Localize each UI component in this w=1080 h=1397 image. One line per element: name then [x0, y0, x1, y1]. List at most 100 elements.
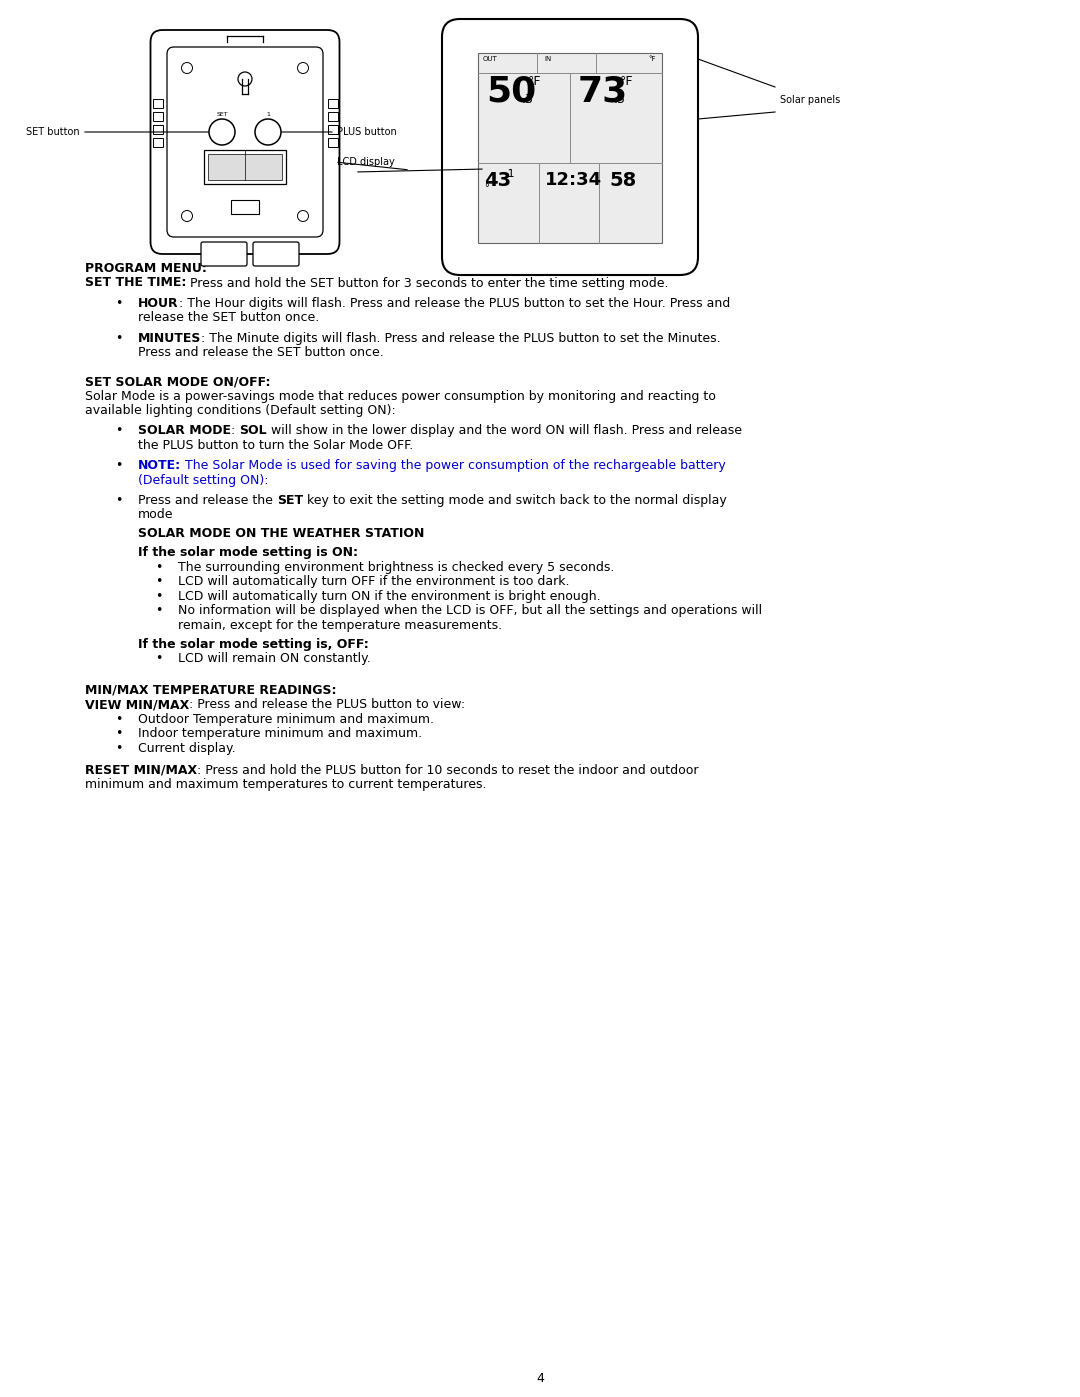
Bar [327, 124, 338, 134]
Text: .3: .3 [522, 94, 534, 106]
Text: :: : [231, 425, 240, 437]
Text: SET: SET [216, 112, 228, 116]
Text: minimum and maximum temperatures to current temperatures.: minimum and maximum temperatures to curr… [85, 778, 486, 791]
FancyBboxPatch shape [150, 29, 339, 254]
Text: No information will be displayed when the LCD is OFF, but all the settings and o: No information will be displayed when th… [178, 604, 762, 617]
Text: •: • [156, 652, 162, 665]
Text: 43: 43 [484, 170, 511, 190]
Text: Current display.: Current display. [138, 742, 235, 754]
Text: release the SET button once.: release the SET button once. [138, 312, 320, 324]
FancyBboxPatch shape [253, 242, 299, 265]
Text: °F: °F [620, 75, 634, 88]
Text: LCD will remain ON constantly.: LCD will remain ON constantly. [178, 652, 370, 665]
Text: key to exit the setting mode and switch back to the normal display: key to exit the setting mode and switch … [303, 495, 727, 507]
Text: SOL: SOL [240, 425, 267, 437]
Text: LCD will automatically turn ON if the environment is bright enough.: LCD will automatically turn ON if the en… [178, 590, 600, 602]
Text: PLUS button: PLUS button [337, 127, 396, 137]
Text: •: • [114, 331, 122, 345]
Bar [231, 200, 259, 214]
Text: •: • [156, 590, 162, 602]
Circle shape [297, 63, 309, 74]
Text: SET button: SET button [26, 127, 80, 137]
Text: .1: .1 [505, 169, 515, 179]
Text: 58: 58 [609, 170, 637, 190]
Text: 1: 1 [266, 112, 270, 116]
Text: °F: °F [528, 75, 541, 88]
Text: mode: mode [138, 509, 174, 521]
FancyBboxPatch shape [442, 20, 698, 275]
Bar [204, 149, 286, 184]
Text: •: • [114, 460, 122, 472]
Text: •: • [156, 560, 162, 574]
Text: HOUR: HOUR [138, 296, 178, 310]
Text: : The Minute digits will flash. Press and release the PLUS button to set the Min: : The Minute digits will flash. Press an… [201, 331, 721, 345]
Text: 4: 4 [536, 1372, 544, 1384]
Text: •: • [114, 425, 122, 437]
Circle shape [238, 73, 252, 87]
Bar [478, 53, 662, 243]
Text: •: • [114, 495, 122, 507]
Text: If the solar mode setting is ON:: If the solar mode setting is ON: [138, 546, 357, 559]
Bar [152, 124, 162, 134]
Text: 50: 50 [486, 75, 537, 109]
Text: Indoor temperature minimum and maximum.: Indoor temperature minimum and maximum. [138, 728, 422, 740]
Text: OUT: OUT [483, 56, 498, 61]
Text: •: • [114, 712, 122, 726]
Text: •: • [114, 742, 122, 754]
Text: : Press and release the PLUS button to view:: : Press and release the PLUS button to v… [189, 698, 465, 711]
Text: LCD display: LCD display [337, 156, 395, 168]
Text: : The Hour digits will flash. Press and release the PLUS button to set the Hour.: : The Hour digits will flash. Press and … [178, 296, 730, 310]
Text: : Press and hold the PLUS button for 10 seconds to reset the indoor and outdoor: : Press and hold the PLUS button for 10 … [198, 764, 699, 777]
Text: Press and release the SET button once.: Press and release the SET button once. [138, 346, 383, 359]
Text: Press and release the: Press and release the [138, 495, 276, 507]
Text: 73: 73 [578, 75, 629, 109]
Text: IN: IN [544, 56, 552, 61]
Text: •: • [156, 604, 162, 617]
Text: Solar Mode is a power-savings mode that reduces power consumption by monitoring : Solar Mode is a power-savings mode that … [85, 390, 716, 402]
Text: MIN/MAX TEMPERATURE READINGS:: MIN/MAX TEMPERATURE READINGS: [85, 685, 337, 697]
Text: •: • [156, 576, 162, 588]
Text: 12:34: 12:34 [544, 170, 602, 189]
Text: (Default setting ON):: (Default setting ON): [138, 474, 269, 486]
Bar [327, 112, 338, 122]
Bar [152, 99, 162, 108]
Text: LCD will automatically turn OFF if the environment is too dark.: LCD will automatically turn OFF if the e… [178, 576, 569, 588]
Circle shape [210, 119, 235, 145]
Circle shape [181, 63, 192, 74]
Text: SET: SET [276, 495, 303, 507]
Circle shape [255, 119, 281, 145]
FancyBboxPatch shape [201, 242, 247, 265]
Text: Outdoor Temperature minimum and maximum.: Outdoor Temperature minimum and maximum. [138, 712, 434, 726]
Text: Press and hold the SET button for 3 seconds to enter the time setting mode.: Press and hold the SET button for 3 seco… [187, 277, 669, 289]
Bar [327, 138, 338, 147]
Circle shape [297, 211, 309, 222]
Text: •: • [114, 296, 122, 310]
Text: the PLUS button to turn the Solar Mode OFF.: the PLUS button to turn the Solar Mode O… [138, 439, 414, 451]
Bar [208, 154, 282, 180]
Text: •: • [114, 728, 122, 740]
Bar [152, 112, 162, 122]
Text: MINUTES: MINUTES [138, 331, 201, 345]
Bar [327, 99, 338, 108]
Text: The Solar Mode is used for saving the power consumption of the rechargeable batt: The Solar Mode is used for saving the po… [181, 460, 726, 472]
Text: °F: °F [648, 56, 656, 61]
Circle shape [181, 211, 192, 222]
Text: If the solar mode setting is, OFF:: If the solar mode setting is, OFF: [138, 637, 368, 651]
Bar [152, 138, 162, 147]
Text: Solar panels: Solar panels [780, 95, 840, 105]
Text: available lighting conditions (Default setting ON):: available lighting conditions (Default s… [85, 404, 395, 418]
Text: NOTE:: NOTE: [138, 460, 181, 472]
Text: will show in the lower display and the word ON will flash. Press and release: will show in the lower display and the w… [267, 425, 742, 437]
FancyBboxPatch shape [167, 47, 323, 237]
Text: SET SOLAR MODE ON/OFF:: SET SOLAR MODE ON/OFF: [85, 376, 270, 388]
Text: The surrounding environment brightness is checked every 5 seconds.: The surrounding environment brightness i… [178, 560, 615, 574]
Text: .5: .5 [615, 94, 626, 106]
Text: SOLAR MODE: SOLAR MODE [138, 425, 231, 437]
Text: PROGRAM MENU:: PROGRAM MENU: [85, 263, 207, 275]
Text: SOLAR MODE ON THE WEATHER STATION: SOLAR MODE ON THE WEATHER STATION [138, 527, 424, 541]
Text: VIEW MIN/MAX: VIEW MIN/MAX [85, 698, 189, 711]
Text: SET THE TIME:: SET THE TIME: [85, 277, 187, 289]
Text: °: ° [484, 183, 489, 193]
Text: remain, except for the temperature measurements.: remain, except for the temperature measu… [178, 619, 502, 631]
Text: RESET MIN/MAX: RESET MIN/MAX [85, 764, 198, 777]
